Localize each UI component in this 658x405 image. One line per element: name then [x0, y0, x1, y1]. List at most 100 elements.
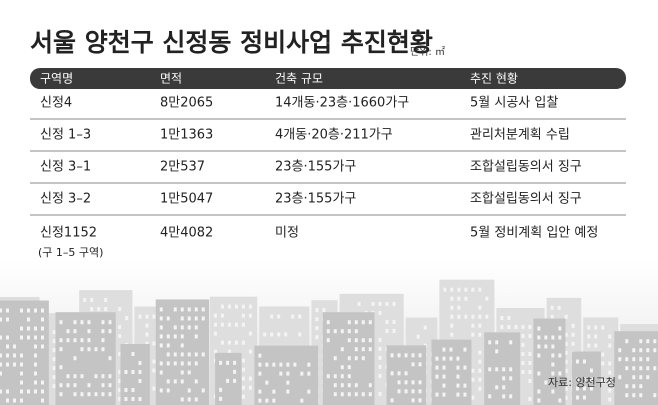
window	[528, 396, 532, 401]
cell: 1만1363	[160, 128, 213, 143]
window	[59, 392, 63, 397]
window	[646, 357, 650, 362]
column-header: 추진 현황	[470, 72, 518, 86]
window	[347, 320, 351, 325]
window	[284, 332, 288, 337]
window	[13, 398, 16, 403]
window	[495, 385, 499, 390]
window	[551, 362, 555, 367]
window	[52, 384, 56, 389]
window	[41, 389, 44, 394]
window	[625, 384, 629, 389]
window	[87, 329, 91, 334]
window	[13, 362, 16, 367]
window	[537, 353, 541, 358]
window	[52, 348, 56, 353]
window	[265, 398, 269, 403]
window	[587, 334, 591, 339]
window	[435, 374, 439, 379]
window	[220, 313, 224, 318]
window	[608, 379, 612, 384]
window	[87, 338, 91, 343]
window	[180, 397, 184, 402]
window	[478, 287, 482, 292]
window	[564, 341, 568, 346]
window	[632, 375, 636, 380]
window	[601, 325, 605, 330]
window	[589, 368, 593, 373]
window	[471, 368, 475, 373]
window	[404, 353, 408, 358]
window	[478, 323, 482, 328]
window	[66, 374, 70, 379]
cell: 4개동·20층·211가구	[275, 128, 393, 143]
window	[564, 332, 568, 337]
window	[180, 334, 184, 339]
window	[397, 371, 401, 376]
window	[34, 308, 37, 313]
window	[41, 335, 44, 340]
window	[34, 389, 37, 394]
window	[97, 307, 101, 312]
window	[423, 325, 427, 330]
window	[194, 307, 198, 312]
window	[551, 335, 555, 340]
window	[201, 352, 205, 357]
window	[544, 335, 548, 340]
window	[639, 366, 643, 371]
window	[258, 353, 262, 358]
window	[632, 357, 636, 362]
window	[298, 314, 302, 319]
window	[166, 361, 170, 366]
window	[442, 347, 446, 352]
window	[173, 307, 177, 312]
window	[159, 388, 163, 393]
window	[101, 383, 105, 388]
window	[575, 359, 579, 364]
window	[233, 378, 237, 383]
window	[450, 332, 454, 337]
window	[632, 348, 636, 353]
window	[397, 380, 401, 385]
window	[326, 338, 330, 343]
window	[152, 368, 156, 373]
window	[368, 338, 372, 343]
window	[564, 359, 568, 364]
window	[478, 359, 482, 364]
window	[457, 287, 461, 292]
window	[632, 384, 636, 389]
window	[41, 398, 44, 403]
window	[180, 316, 184, 321]
window	[131, 370, 135, 375]
window	[551, 344, 555, 349]
cell: 미정	[275, 226, 299, 241]
window	[291, 314, 295, 319]
window	[450, 305, 454, 310]
window	[159, 325, 163, 330]
window	[6, 353, 9, 358]
window	[601, 352, 605, 357]
window	[528, 360, 532, 365]
window	[594, 343, 598, 348]
window	[180, 352, 184, 357]
window	[418, 362, 422, 367]
window	[340, 383, 344, 388]
window	[587, 325, 591, 330]
window	[502, 385, 506, 390]
window	[73, 338, 77, 343]
window	[94, 374, 98, 379]
building	[0, 300, 49, 405]
window	[322, 308, 326, 313]
window	[646, 348, 650, 353]
window	[618, 348, 622, 353]
window	[537, 344, 541, 349]
window	[347, 356, 351, 361]
window	[354, 329, 358, 334]
window	[457, 305, 461, 310]
window	[131, 352, 135, 357]
window	[392, 301, 396, 306]
window	[20, 380, 23, 385]
window	[41, 326, 44, 331]
window	[241, 340, 245, 345]
window	[653, 348, 657, 353]
